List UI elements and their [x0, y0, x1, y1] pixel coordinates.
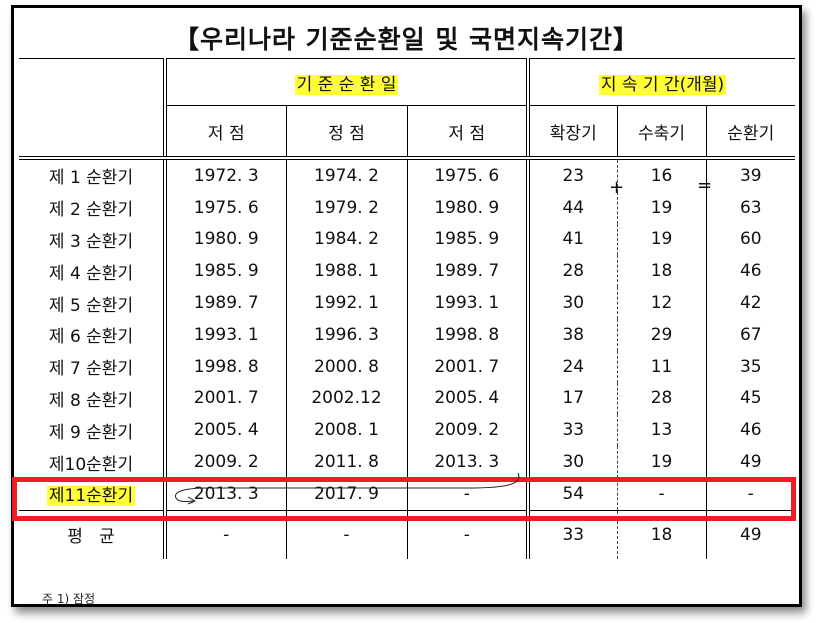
- cell-contraction: 19: [616, 446, 707, 478]
- cell-peak: 1996. 3: [285, 318, 407, 351]
- row-label: 제 4 순환기: [48, 263, 134, 284]
- cell-trough2: 2001. 7: [406, 350, 529, 383]
- cell-expansion: 17: [526, 382, 618, 415]
- cell-cycle: 35: [705, 350, 796, 383]
- cell-trough1: 2009. 2: [163, 446, 286, 478]
- corner-cell: [19, 58, 165, 160]
- cell-cycle: 63: [705, 191, 796, 224]
- cell-expansion: 54: [526, 477, 618, 511]
- cell-trough1: 1972. 3: [163, 158, 286, 192]
- hand-drawn-arrow: [175, 472, 520, 505]
- col-header-contraction: 수축기: [616, 105, 707, 160]
- cell-peak: 1988. 1: [285, 255, 407, 288]
- cell-peak: 1979. 2: [285, 191, 407, 224]
- cell-contraction: 18: [616, 255, 707, 288]
- cell-peak: 2011. 8: [285, 446, 407, 478]
- cell-cycle: 46: [705, 255, 796, 288]
- col-header-trough1: 저 점: [163, 105, 286, 160]
- cell-peak: 2008. 1: [285, 414, 407, 447]
- cell-peak: 2000. 8: [285, 350, 407, 383]
- row-label: 제10순환기: [48, 454, 134, 475]
- cell-contraction: 16: [616, 158, 707, 192]
- cell-trough1: 2005. 4: [163, 414, 286, 447]
- cell-trough1: 2001. 7: [163, 382, 286, 415]
- cell-peak: 2002.12: [285, 382, 407, 415]
- cell-expansion: 30: [526, 287, 618, 319]
- cell-cycle: 49: [705, 446, 796, 478]
- col-header-trough2: 저 점: [406, 105, 529, 160]
- cell-cycle: 42: [705, 287, 796, 319]
- cell-contraction: 19: [616, 223, 707, 256]
- cell-cycle: 46: [705, 414, 796, 447]
- cell-trough2: 2013. 3: [406, 446, 529, 478]
- cell-expansion: 33: [526, 414, 618, 447]
- pencil-mark-equals: =: [697, 175, 713, 196]
- cell-peak: 2017. 9: [285, 477, 407, 511]
- cell-trough2: 2005. 4: [406, 382, 529, 415]
- row-label: 제11순환기: [19, 477, 165, 511]
- cell-trough2: 1985. 9: [406, 223, 529, 256]
- cell-expansion: 44: [526, 191, 618, 224]
- cell-expansion: 30: [526, 446, 618, 478]
- cell-cycle: 60: [705, 223, 796, 256]
- cell-expansion: 23: [526, 158, 618, 192]
- row-label: 제 1 순환기: [48, 168, 134, 189]
- cell-contraction: 12: [616, 287, 707, 319]
- cell-cycle: 39: [705, 158, 796, 192]
- col-header-peak: 정 점: [285, 105, 407, 160]
- cell-trough1: 1998. 8: [163, 350, 286, 383]
- cell-peak: 1984. 2: [285, 223, 407, 256]
- row-label: 제 9 순환기: [48, 422, 134, 443]
- cell-expansion: 38: [526, 318, 618, 351]
- pencil-mark-plus: +: [609, 177, 625, 198]
- col-header-expansion: 확장기: [526, 105, 618, 160]
- row-label: 제 5 순환기: [48, 295, 134, 316]
- cell-trough2: -: [406, 477, 529, 511]
- header-group-reference-dates: 기 준 순 환 일: [162, 58, 529, 106]
- cell-contraction: 13: [616, 414, 707, 447]
- cell-cycle: 45: [705, 382, 796, 415]
- cell-cycle: 67: [705, 318, 796, 351]
- col-header-cycle: 순환기: [705, 105, 796, 160]
- cell-trough2: 1975. 6: [406, 158, 529, 192]
- cell-contraction: 11: [616, 350, 707, 383]
- cell-trough2: 1998. 8: [406, 318, 529, 351]
- cell-peak: 1992. 1: [285, 287, 407, 319]
- cell-contraction: -: [616, 477, 707, 511]
- cell-cycle: -: [705, 477, 796, 511]
- highlight-box: [12, 477, 796, 521]
- cell-trough2: 1993. 1: [406, 287, 529, 319]
- row-label: 제 8 순환기: [48, 390, 134, 411]
- footnote: 주 1) 잠정: [42, 592, 96, 606]
- cell-contraction: 29: [616, 318, 707, 351]
- cell-trough2: 2009. 2: [406, 414, 529, 447]
- cell-trough2: 1980. 9: [406, 191, 529, 224]
- table-title: 【우리나라 기준순환일 및 국면지속기간】: [173, 25, 640, 54]
- cell-contraction: 28: [616, 382, 707, 415]
- cell-trough1: 2013. 3: [163, 477, 286, 511]
- row-label: 제 6 순환기: [48, 327, 134, 348]
- cell-trough2: 1989. 7: [406, 255, 529, 288]
- cell-peak: 1974. 2: [285, 158, 407, 192]
- row-label: 제 2 순환기: [48, 200, 134, 221]
- cell-trough1: 1980. 9: [163, 223, 286, 256]
- cell-trough1: 1993. 1: [163, 318, 286, 351]
- cell-trough1: 1985. 9: [163, 255, 286, 288]
- cell-expansion: 28: [526, 255, 618, 288]
- cell-trough1: 1989. 7: [163, 287, 286, 319]
- row-label: 제 3 순환기: [48, 231, 134, 252]
- cell-trough1: 1975. 6: [163, 191, 286, 224]
- cell-expansion: 24: [526, 350, 618, 383]
- cell-expansion: 41: [526, 223, 618, 256]
- header-group-duration: 지 속 기 간(개월): [526, 58, 796, 106]
- row-label: 제 7 순환기: [48, 359, 134, 380]
- business-cycle-table: 기 준 순 환 일 지 속 기 간(개월) 저 점 정 점 저 점 확장기 수축…: [19, 58, 796, 559]
- cell-contraction: 19: [616, 191, 707, 224]
